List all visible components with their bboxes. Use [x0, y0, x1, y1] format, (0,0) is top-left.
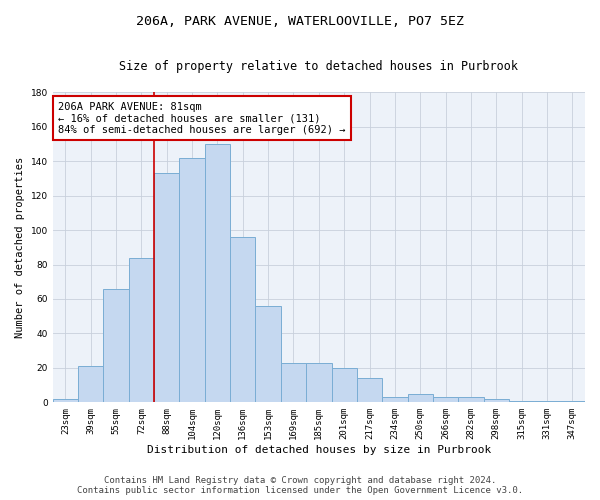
Bar [484, 399, 509, 402]
Bar [281, 362, 306, 403]
Bar [382, 397, 407, 402]
Bar [407, 394, 433, 402]
Bar [179, 158, 205, 402]
Bar [230, 237, 256, 402]
Bar [306, 362, 332, 403]
Text: 206A PARK AVENUE: 81sqm
← 16% of detached houses are smaller (131)
84% of semi-d: 206A PARK AVENUE: 81sqm ← 16% of detache… [58, 102, 346, 134]
Bar [332, 368, 357, 402]
Title: Size of property relative to detached houses in Purbrook: Size of property relative to detached ho… [119, 60, 518, 73]
Bar [535, 400, 560, 402]
Bar [433, 397, 458, 402]
Bar [560, 400, 585, 402]
Bar [256, 306, 281, 402]
Bar [78, 366, 103, 403]
Bar [357, 378, 382, 402]
X-axis label: Distribution of detached houses by size in Purbrook: Distribution of detached houses by size … [147, 445, 491, 455]
Bar [103, 288, 129, 403]
Text: 206A, PARK AVENUE, WATERLOOVILLE, PO7 5EZ: 206A, PARK AVENUE, WATERLOOVILLE, PO7 5E… [136, 15, 464, 28]
Bar [154, 173, 179, 402]
Y-axis label: Number of detached properties: Number of detached properties [15, 156, 25, 338]
Bar [205, 144, 230, 403]
Bar [129, 258, 154, 402]
Bar [53, 399, 78, 402]
Text: Contains HM Land Registry data © Crown copyright and database right 2024.
Contai: Contains HM Land Registry data © Crown c… [77, 476, 523, 495]
Bar [509, 400, 535, 402]
Bar [458, 397, 484, 402]
